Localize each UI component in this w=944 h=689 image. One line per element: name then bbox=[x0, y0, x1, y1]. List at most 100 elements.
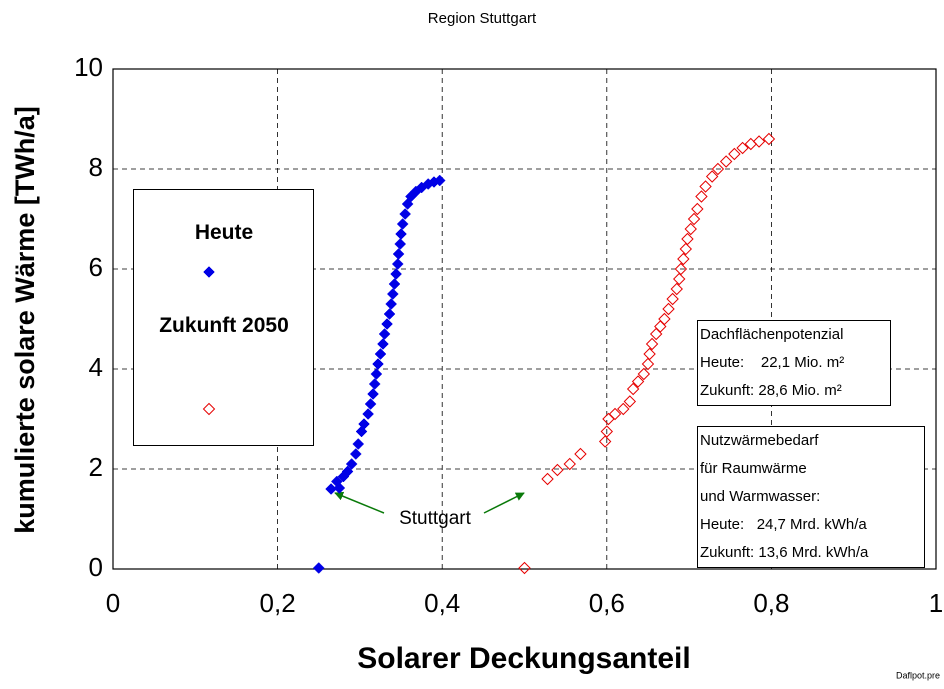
point bbox=[617, 402, 630, 416]
point bbox=[626, 382, 640, 396]
point bbox=[645, 337, 659, 351]
point bbox=[385, 298, 398, 310]
point bbox=[392, 248, 405, 260]
x-tick-label: 0,2 bbox=[260, 588, 296, 618]
point bbox=[631, 375, 645, 388]
x-tick-label: 0 bbox=[106, 588, 120, 618]
y-axis-label: kumulierte solare Wärme [TWh/a] bbox=[10, 106, 40, 534]
point bbox=[684, 222, 697, 236]
point bbox=[602, 412, 615, 426]
point bbox=[370, 368, 383, 380]
point bbox=[677, 252, 690, 266]
point bbox=[643, 347, 656, 361]
info-line: Heute: 22,1 Mio. m² bbox=[700, 354, 845, 371]
point bbox=[394, 238, 407, 250]
point bbox=[736, 141, 749, 155]
point bbox=[608, 407, 622, 421]
plot-area: 0 2 4 6 8 10 0 0,2 0,4 0,6 0,8 1 bbox=[74, 52, 943, 618]
point bbox=[367, 388, 379, 400]
plot-frame bbox=[112, 68, 937, 570]
point bbox=[551, 463, 564, 477]
info-line: für Raumwärme bbox=[700, 460, 807, 477]
chart-title: Region Stuttgart bbox=[428, 10, 537, 27]
y-tick-label: 8 bbox=[89, 152, 103, 182]
info-box: Dachflächenpotenzial Heute: 22,1 Mio. m²… bbox=[697, 320, 891, 406]
point bbox=[368, 378, 381, 390]
y-tick-label: 10 bbox=[74, 52, 103, 82]
point bbox=[331, 475, 343, 488]
point bbox=[312, 562, 325, 574]
point bbox=[358, 418, 370, 430]
point bbox=[654, 320, 667, 333]
legend: Heute Zukunft 2050 bbox=[133, 189, 314, 446]
point bbox=[598, 435, 612, 448]
legend-label: Zukunft 2050 bbox=[159, 314, 289, 337]
point bbox=[666, 292, 679, 306]
point bbox=[623, 395, 637, 408]
info-line: und Warmwasser: bbox=[700, 488, 821, 505]
point bbox=[518, 561, 531, 575]
point bbox=[662, 302, 675, 316]
point bbox=[377, 338, 389, 350]
x-axis-label: Solarer Deckungsanteil bbox=[357, 642, 690, 675]
point bbox=[433, 174, 446, 187]
point bbox=[681, 232, 694, 246]
info-line: Nutzwärmebedarf bbox=[700, 432, 819, 449]
point bbox=[396, 218, 409, 230]
point bbox=[728, 147, 741, 161]
info-line: Dachflächenpotenzial bbox=[700, 326, 844, 343]
point bbox=[600, 425, 614, 438]
point bbox=[352, 438, 365, 450]
legend-markers bbox=[202, 266, 216, 416]
point bbox=[752, 135, 766, 148]
point bbox=[563, 457, 576, 471]
y-tick-label: 2 bbox=[89, 452, 103, 482]
point bbox=[349, 448, 362, 460]
point bbox=[395, 228, 407, 240]
x-tick-label: 0,4 bbox=[424, 588, 460, 618]
y-tick-label: 4 bbox=[89, 352, 103, 382]
point bbox=[381, 318, 393, 330]
info-line: Zukunft: 13,6 Mrd. kWh/a bbox=[700, 544, 869, 561]
point bbox=[541, 472, 554, 486]
point bbox=[679, 242, 693, 256]
point bbox=[762, 132, 776, 146]
point bbox=[341, 465, 354, 478]
point bbox=[345, 458, 358, 470]
legend-marker bbox=[203, 266, 215, 278]
point bbox=[374, 348, 387, 360]
point bbox=[399, 208, 412, 220]
x-tick-label: 0,8 bbox=[753, 588, 789, 618]
info-line: Zukunft: 28,6 Mio. m² bbox=[700, 382, 842, 399]
point bbox=[711, 162, 725, 176]
footer: Daflpot.pre bbox=[896, 670, 940, 680]
point bbox=[673, 272, 686, 286]
annotation: Stuttgart bbox=[399, 508, 472, 529]
arrow bbox=[334, 491, 385, 514]
info-box: Nutzwärmebedarf für Raumwärme und Warmwa… bbox=[697, 426, 925, 568]
info-line: Heute: 24,7 Mrd. kWh/a bbox=[700, 516, 867, 533]
legend-label: Heute bbox=[194, 221, 254, 244]
point bbox=[378, 328, 391, 340]
point bbox=[670, 282, 683, 296]
point bbox=[362, 408, 374, 420]
point bbox=[364, 398, 377, 410]
point bbox=[386, 288, 399, 300]
point bbox=[658, 312, 671, 326]
y-tick-label: 6 bbox=[89, 252, 103, 282]
point bbox=[391, 258, 404, 270]
x-tick-label: 0,6 bbox=[589, 588, 625, 618]
point bbox=[390, 268, 402, 280]
point bbox=[691, 202, 704, 216]
point bbox=[699, 180, 712, 193]
point bbox=[383, 308, 396, 320]
point bbox=[372, 358, 384, 370]
point bbox=[719, 155, 733, 168]
legend-marker bbox=[202, 402, 216, 416]
arrow bbox=[483, 492, 525, 514]
point bbox=[641, 357, 655, 371]
point bbox=[674, 262, 688, 276]
point bbox=[687, 212, 701, 226]
